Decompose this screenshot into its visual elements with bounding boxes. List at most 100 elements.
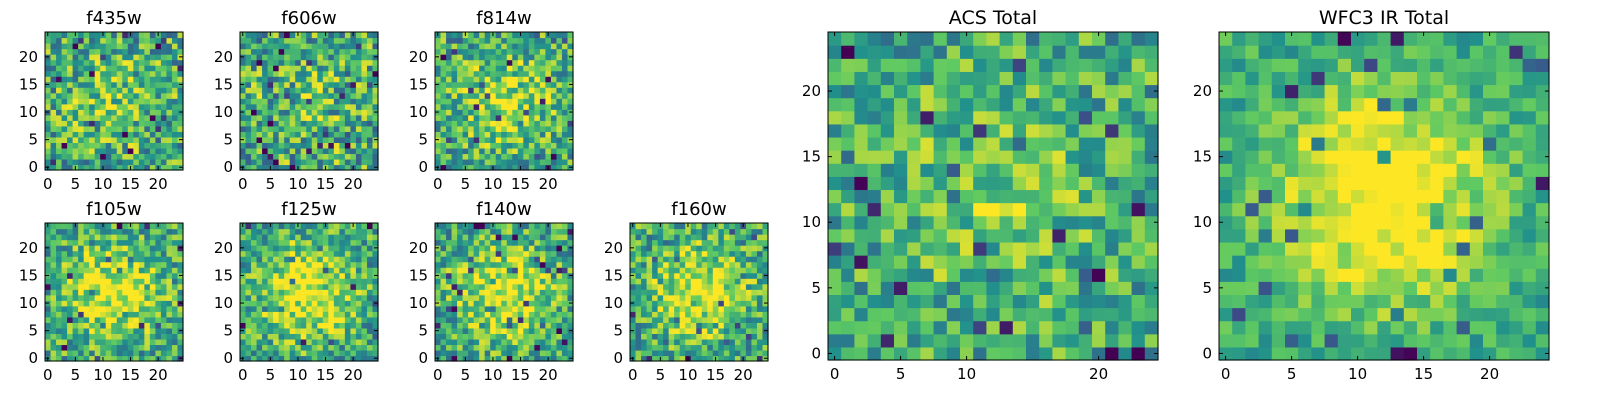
heatmap-cell [144, 327, 151, 334]
heatmap-cell [295, 239, 302, 246]
heatmap-cell [300, 333, 307, 340]
heatmap-cell [468, 147, 475, 155]
heatmap-cell [690, 305, 697, 312]
heatmap-cell [289, 131, 296, 138]
heatmap-cell [1131, 281, 1146, 295]
heatmap-cell [539, 37, 546, 44]
heatmap-cell [451, 92, 458, 99]
heatmap-cell [674, 333, 681, 340]
heatmap-cell [366, 48, 374, 55]
heatmap-cell [251, 272, 258, 279]
heatmap-cell [372, 131, 379, 138]
heatmap-cell [240, 59, 247, 66]
heatmap-cell [149, 92, 156, 99]
heatmap-cell [751, 327, 758, 334]
heatmap-cell [111, 267, 118, 274]
heatmap-cell [328, 283, 335, 290]
heatmap-cell [630, 349, 637, 357]
heatmap-cell [289, 109, 296, 116]
heatmap-cell [523, 70, 530, 77]
heatmap-cell [550, 65, 558, 72]
heatmap-cell [267, 114, 274, 121]
heatmap-cell [479, 267, 486, 274]
heatmap-cell [56, 305, 63, 312]
heatmap-cell [561, 37, 569, 44]
heatmap-cell [534, 305, 541, 312]
heatmap-cell [534, 316, 541, 323]
heatmap-cell [171, 103, 179, 110]
heatmap-cell [556, 239, 563, 246]
heatmap-cell [751, 223, 758, 230]
heatmap-cell [83, 338, 90, 346]
heatmap-cell [122, 125, 129, 132]
heatmap-cell [122, 92, 129, 99]
heatmap-cell [729, 338, 736, 346]
heatmap-cell [567, 261, 574, 268]
x-tick-label: 20 [149, 175, 168, 193]
heatmap-cell [149, 125, 156, 132]
heatmap-cell [635, 267, 642, 274]
heatmap-cell [100, 283, 107, 290]
heatmap-cell [435, 349, 442, 357]
heatmap-cell [1105, 241, 1119, 256]
heatmap-cell [61, 142, 68, 149]
heatmap-cell [89, 131, 96, 138]
heatmap-cell [94, 349, 101, 357]
heatmap-cell [328, 65, 335, 72]
heatmap-cell [284, 305, 291, 312]
heatmap-cell [149, 294, 156, 301]
x-tick-label: 20 [539, 175, 558, 193]
heatmap-cell [144, 37, 151, 44]
heatmap-cell [490, 43, 497, 50]
heatmap-cell [144, 355, 151, 362]
heatmap-cell [751, 283, 758, 290]
heatmap-cell [517, 37, 524, 44]
heatmap-cell [78, 333, 85, 340]
heatmap-cell [278, 245, 285, 252]
heatmap-cell [100, 322, 107, 329]
heatmap-cell [83, 234, 90, 241]
heatmap-cell [462, 114, 469, 121]
heatmap-cell [361, 164, 368, 171]
heatmap-cell [501, 272, 508, 279]
heatmap-cell [674, 300, 681, 307]
heatmap-cell [451, 114, 458, 121]
heatmap-cell [999, 215, 1014, 230]
heatmap-cell [355, 65, 363, 72]
heatmap-cell [278, 239, 285, 246]
heatmap-cell [155, 76, 162, 83]
heatmap-cell [267, 125, 274, 132]
heatmap-cell [462, 245, 469, 252]
heatmap-cell [333, 48, 340, 55]
heatmap-cell [495, 32, 502, 39]
heatmap-cell [366, 267, 374, 274]
heatmap-cell [446, 158, 453, 166]
heatmap-cell [960, 189, 974, 204]
heatmap-cell [61, 70, 68, 77]
heatmap-cell [652, 344, 659, 351]
heatmap-cell [372, 234, 379, 241]
heatmap-cell [284, 54, 291, 61]
heatmap-cell [920, 281, 935, 295]
heatmap-cell [506, 153, 513, 160]
y-tick-label: 0 [28, 349, 38, 367]
heatmap-cell [155, 81, 162, 88]
heatmap-cell [278, 355, 285, 362]
heatmap-cell [718, 234, 725, 241]
heatmap-cell [561, 272, 569, 279]
heatmap-cell [56, 355, 63, 362]
heatmap-cell [473, 103, 480, 110]
heatmap-cell [567, 120, 574, 127]
heatmap-cell [311, 158, 318, 166]
heatmap-cell [1092, 189, 1106, 204]
heatmap-cell [446, 114, 453, 121]
heatmap-cell [267, 278, 274, 285]
heatmap-cell [1026, 228, 1040, 243]
heatmap-cell [149, 147, 156, 155]
heatmap-cell [127, 81, 134, 88]
heatmap-cell [674, 338, 681, 346]
heatmap-cell [89, 338, 96, 346]
heatmap-cell [273, 48, 280, 55]
heatmap-cell [366, 103, 374, 110]
